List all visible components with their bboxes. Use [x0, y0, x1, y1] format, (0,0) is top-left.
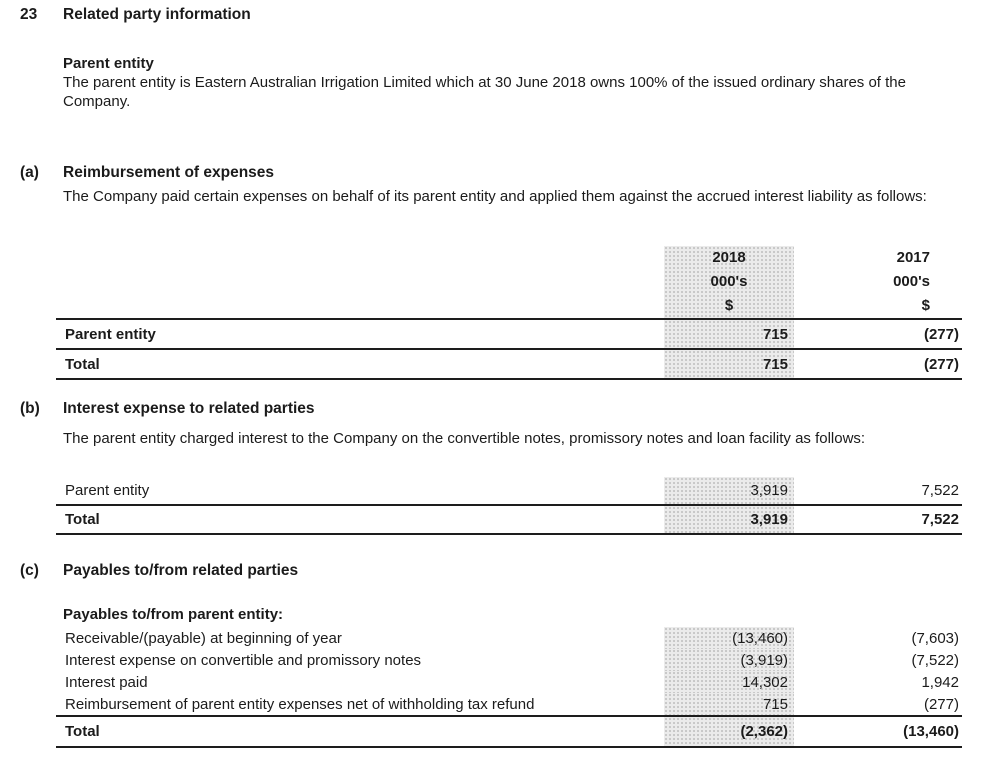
row-label: Reimbursement of parent entity expenses … — [65, 695, 535, 713]
section-a-heading: (a) Reimbursement of expenses — [20, 164, 274, 182]
section-b-label: (b) — [20, 400, 40, 417]
table-total-row: Total (2,362) (13,460) — [56, 715, 962, 748]
parent-entity-heading: Parent entity — [63, 55, 154, 72]
value-2018: 3,919 — [664, 477, 794, 504]
section-b-heading: (b) Interest expense to related parties — [20, 400, 315, 418]
parent-entity-body: The parent entity is Eastern Australian … — [63, 74, 906, 110]
section-b-title: Interest expense to related parties — [63, 400, 315, 417]
table-row: Receivable/(payable) at beginning of yea… — [56, 627, 962, 649]
value-2017: 1,942 — [921, 673, 959, 691]
value-2018: 715 — [664, 320, 794, 348]
column-header-2017: 2017 000's $ — [794, 246, 962, 318]
row-label: Receivable/(payable) at beginning of yea… — [65, 629, 342, 647]
table-interest-expense: Parent entity 3,919 7,522 Total 3,919 7,… — [56, 477, 962, 535]
row-label: Total — [65, 511, 100, 528]
table-row: Reimbursement of parent entity expenses … — [56, 693, 962, 715]
column-header-2018: 2018 000's $ — [664, 246, 794, 318]
row-label: Interest paid — [65, 673, 148, 691]
section-b-body: The parent entity charged interest to th… — [63, 430, 866, 447]
table-total-row: Total 715 (277) — [56, 348, 962, 380]
row-label: Parent entity — [65, 325, 156, 343]
value-2017: (277) — [923, 355, 959, 373]
header-2018-currency: $ — [724, 297, 734, 314]
value-2017: (7,603) — [911, 629, 959, 647]
header-2017-year: 2017 — [896, 249, 930, 266]
table-header-row: 2018 000's $ 2017 000's $ — [56, 246, 962, 318]
value-2017: (7,522) — [911, 651, 959, 669]
table-total-row: Total 3,919 7,522 — [56, 506, 962, 535]
table-row: Interest paid 14,302 1,942 — [56, 671, 962, 693]
table-reimbursement: 2018 000's $ 2017 000's $ Parent entity … — [56, 246, 962, 380]
section-a-title: Reimbursement of expenses — [63, 164, 275, 181]
section-c-heading: (c) Payables to/from related parties — [20, 562, 298, 580]
table-row: Interest expense on convertible and prom… — [56, 649, 962, 671]
value-2018: (2,362) — [664, 717, 794, 746]
row-label: Total — [65, 355, 100, 373]
section-a-label: (a) — [20, 164, 39, 181]
value-2018: (3,919) — [664, 649, 794, 671]
value-2018: 715 — [664, 693, 794, 715]
header-2017-currency: $ — [921, 297, 930, 314]
section-c-title: Payables to/from related parties — [63, 562, 299, 579]
value-2018: 14,302 — [664, 671, 794, 693]
table-row: Parent entity 3,919 7,522 — [56, 477, 962, 506]
section-c-label: (c) — [20, 562, 39, 579]
value-2017: (13,460) — [903, 723, 959, 740]
section-a-body: The Company paid certain expenses on beh… — [63, 188, 927, 205]
note-title: Related party information — [63, 6, 251, 23]
row-label: Interest expense on convertible and prom… — [65, 651, 422, 669]
value-2018: (13,460) — [664, 627, 794, 649]
value-2018: 715 — [664, 350, 794, 378]
value-2017: 7,522 — [921, 482, 959, 499]
value-2017: (277) — [923, 695, 959, 713]
row-label: Total — [65, 723, 100, 740]
note-heading: 23 Related party information — [20, 6, 251, 24]
section-c-subheading: Payables to/from parent entity: — [63, 606, 284, 623]
value-2018: 3,919 — [664, 506, 794, 533]
value-2017: 7,522 — [921, 511, 959, 528]
table-payables: Receivable/(payable) at beginning of yea… — [56, 627, 962, 748]
header-2018-units: 000's — [710, 273, 748, 290]
row-label: Parent entity — [65, 482, 150, 499]
note-number: 23 — [20, 6, 38, 23]
value-2017: (277) — [923, 325, 959, 343]
table-row: Parent entity 715 (277) — [56, 318, 962, 348]
header-2017-units: 000's — [893, 273, 930, 290]
header-2018-year: 2018 — [712, 249, 746, 266]
